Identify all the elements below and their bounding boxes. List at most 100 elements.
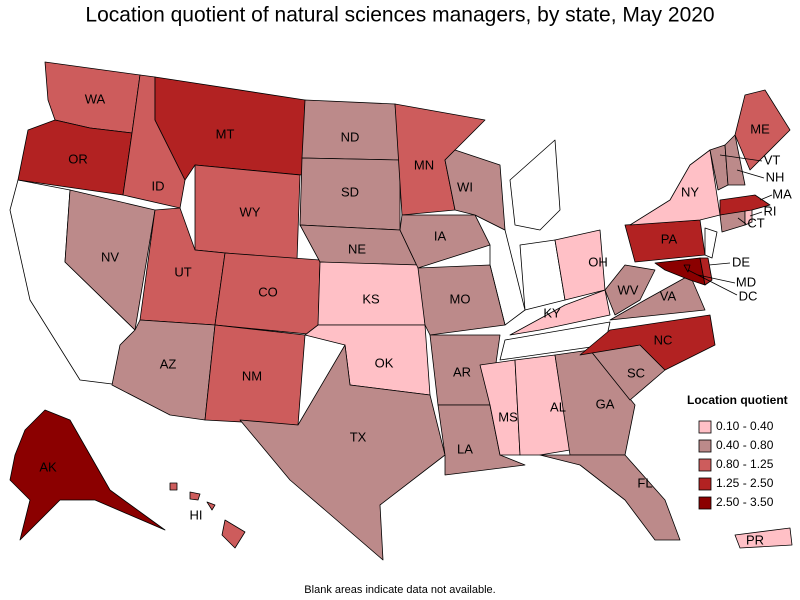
- blank-states: [9, 139, 718, 386]
- state-shape: [734, 527, 793, 549]
- state-label: MA: [772, 186, 792, 201]
- leader-line: [737, 217, 747, 225]
- state-label: IA: [434, 228, 447, 243]
- state-shape: [554, 349, 636, 456]
- state-label: MT: [216, 126, 235, 141]
- state-shape: [239, 344, 446, 561]
- state-shape: [189, 491, 201, 501]
- state-shape: [604, 264, 656, 316]
- state: [604, 264, 656, 316]
- state-shape: [417, 264, 506, 336]
- state-label: RI: [764, 203, 777, 218]
- state-label: WY: [240, 204, 261, 219]
- legend-label: 0.40 - 0.80: [716, 438, 774, 452]
- state: [169, 482, 246, 549]
- state-label: MS: [498, 409, 518, 424]
- state-label: PR: [746, 532, 764, 547]
- state-label: ME: [750, 121, 770, 136]
- state: [9, 409, 166, 541]
- legend-title: Location quotient: [687, 393, 788, 407]
- legend-swatch: [698, 420, 712, 434]
- state-label: PA: [661, 231, 678, 246]
- state-label: FL: [637, 475, 652, 490]
- state-label: ND: [341, 129, 360, 144]
- state-label: VT: [764, 152, 781, 167]
- state-shape: [539, 454, 681, 541]
- state-label: AL: [550, 399, 566, 414]
- leader-line: [697, 274, 736, 284]
- legend-label: 2.50 - 3.50: [716, 495, 774, 509]
- legend-swatch: [698, 496, 712, 510]
- state-label: VA: [660, 288, 677, 303]
- map-title: Location quotient of natural sciences ma…: [85, 4, 714, 27]
- state-shape: [629, 149, 721, 226]
- state-label: OR: [68, 151, 88, 166]
- state: [629, 149, 721, 226]
- state-label: NH: [766, 169, 785, 184]
- state: [417, 264, 506, 336]
- blank-state: [704, 227, 718, 259]
- footnote: Blank areas indicate data not available.: [304, 584, 495, 596]
- state-label: MD: [736, 274, 756, 289]
- state-label: WV: [618, 282, 639, 297]
- state-label: AR: [453, 364, 471, 379]
- state-label: AZ: [160, 356, 177, 371]
- state-shape: [221, 519, 246, 549]
- state-shape: [479, 359, 521, 456]
- state: [444, 149, 506, 231]
- blank-state: [509, 139, 561, 231]
- state-label: NV: [101, 249, 119, 264]
- state: [539, 454, 681, 541]
- state-label: OH: [588, 254, 608, 269]
- state-shape: [169, 482, 178, 491]
- state-label: UT: [174, 264, 191, 279]
- state-shape: [514, 354, 571, 456]
- state-shape: [724, 134, 746, 186]
- state-shape: [734, 89, 791, 171]
- state-label: NY: [681, 184, 699, 199]
- states: [9, 61, 793, 561]
- state-label: OK: [375, 355, 394, 370]
- state: [554, 349, 636, 456]
- leader-line: [759, 194, 773, 201]
- leader-lines: [687, 154, 773, 296]
- legend: 0.10 - 0.40 0.40 - 0.80 0.80 - 1.25 1.25 - …: [698, 419, 774, 510]
- legend-label: 1.25 - 2.50: [716, 476, 774, 490]
- leader-line: [687, 269, 738, 296]
- state-label: MO: [450, 291, 471, 306]
- state-label: SC: [627, 365, 645, 380]
- state-label: NM: [242, 368, 262, 383]
- state-label: WA: [85, 91, 106, 106]
- state: [509, 289, 611, 336]
- state-label: NE: [348, 241, 366, 256]
- state-shape: [444, 149, 506, 231]
- state: [399, 214, 491, 269]
- state: [724, 134, 746, 186]
- leader-line: [736, 169, 765, 179]
- leader-line: [708, 262, 731, 266]
- state-shape: [399, 214, 491, 269]
- state-label: KS: [362, 291, 380, 306]
- legend-swatch: [698, 477, 712, 491]
- state: [654, 257, 706, 286]
- state: [719, 194, 771, 216]
- state: [734, 89, 791, 171]
- state-labels: WA OR NV ID MT WY UT CO AZ NM ND SD NE KS OK TX MN IA MO AR…: [39, 91, 792, 547]
- state-label: TX: [350, 429, 367, 444]
- state-shape: [579, 314, 716, 371]
- state-label: NC: [654, 332, 673, 347]
- legend-label: 0.80 - 1.25: [716, 457, 774, 471]
- state-label: CT: [747, 215, 764, 230]
- state-label: ID: [152, 178, 165, 193]
- state-label: CO: [258, 284, 278, 299]
- leader-line: [749, 211, 763, 217]
- legend-swatch: [698, 458, 712, 472]
- state-label: DC: [739, 288, 758, 303]
- leader-line: [719, 154, 763, 162]
- state-label: DE: [732, 254, 750, 269]
- state-shape: [654, 257, 706, 286]
- state: [239, 344, 446, 561]
- state-label: AK: [39, 459, 57, 474]
- legend-label: 0.10 - 0.40: [716, 419, 774, 433]
- state: [514, 354, 571, 456]
